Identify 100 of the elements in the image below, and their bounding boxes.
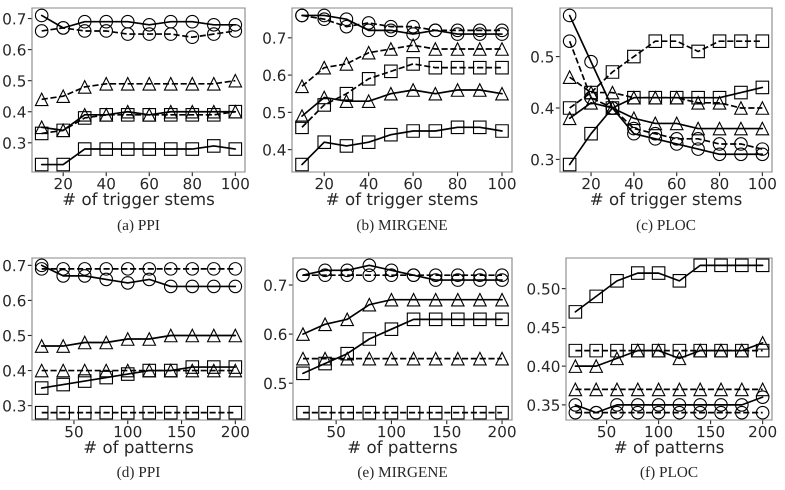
point [340,139,354,153]
point [120,406,135,420]
point [428,273,442,287]
point [450,60,464,74]
x-tick-label: 40 [97,178,115,190]
point [142,27,156,41]
point [207,76,221,91]
point [340,86,354,101]
point [648,116,662,130]
point [693,258,708,272]
point [207,406,221,420]
y-tick-label: 0.3 [3,137,26,149]
x-tick-label: 40 [360,178,378,190]
point [756,122,770,136]
point [228,406,242,420]
point [589,359,603,373]
point [384,42,398,56]
point [384,322,398,336]
point [362,298,376,312]
point [610,274,624,288]
y-tick-label: 0.3 [531,154,554,166]
point [734,137,748,151]
point [34,339,48,353]
point [384,406,398,420]
point [340,352,354,366]
point [120,104,135,119]
point [318,352,332,366]
point [630,266,645,280]
point [472,83,487,97]
point [318,268,332,282]
point [56,158,70,172]
x-axis-title: # of patterns [348,440,457,456]
point [473,406,487,420]
x-tick-label: 40 [624,178,643,190]
x-tick-label: 150 [698,426,724,438]
point [672,406,686,420]
point [56,406,70,420]
point [340,263,354,278]
point [756,406,770,420]
y-tick-label: 0.3 [3,400,26,412]
point [99,262,114,276]
point [207,360,221,374]
point [691,142,705,156]
point [340,346,354,361]
point [120,108,135,122]
x-axis-title: # of trigger stems [326,192,478,208]
point [99,370,114,384]
y-tick-label: 0.7 [263,32,286,44]
point [672,398,686,412]
point [672,352,686,366]
point [384,292,398,307]
point [495,273,509,287]
point [627,50,641,64]
point [606,65,620,79]
text: (f) PLOC [640,466,698,480]
point [185,30,200,44]
text: (a) PPI [118,219,160,234]
point [734,86,748,100]
point [340,57,354,71]
point [406,57,420,71]
point [756,101,770,115]
point [630,398,645,412]
point [228,262,242,276]
point [99,24,114,38]
point [185,360,200,374]
point [568,398,582,412]
point [34,262,48,276]
point [406,124,420,138]
x-tick-label: 100 [222,178,249,190]
text: (b) MIRGENE [357,219,447,234]
point [185,76,200,91]
point [362,135,376,149]
text: (c) PLOC [636,219,696,234]
point [164,406,178,420]
point [756,382,770,396]
point [362,16,376,30]
point [562,101,576,115]
point [610,406,624,420]
point [228,364,242,378]
y-tick-label: 0.7 [264,279,286,292]
point [610,382,624,396]
point [756,147,770,162]
point [99,364,114,378]
point [78,374,92,388]
point [627,122,641,136]
point [712,137,726,151]
point [340,268,354,282]
point [652,406,666,420]
point [473,273,487,287]
point [584,126,598,141]
point [34,158,48,172]
y-tick-label: 0.4 [3,106,26,118]
point [627,111,641,126]
point [672,274,686,288]
x-tick-label: 100 [378,426,406,438]
x-tick-label: 60 [668,178,686,190]
point [185,262,200,276]
point [317,135,332,149]
x-tick-label: 20 [582,178,600,190]
point [317,98,332,112]
